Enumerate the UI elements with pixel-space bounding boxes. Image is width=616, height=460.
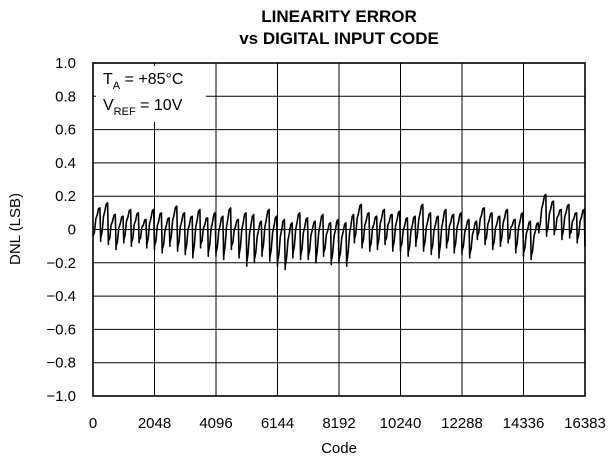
y-axis-label: DNL (LSB) [7, 193, 24, 265]
y-tick-label: 0 [68, 222, 76, 239]
annotation-vref: VREF = 10V [103, 97, 183, 118]
annotation-ta: TA = +85°C [103, 71, 183, 92]
y-tick-label: 0.6 [55, 122, 76, 139]
x-tick-label: 0 [89, 415, 97, 432]
y-tick-label: −0.2 [46, 255, 76, 272]
y-tick-label: −0.4 [46, 288, 76, 305]
y-tick-label: −0.8 [46, 355, 76, 372]
x-tick-label: 12288 [441, 415, 483, 432]
y-tick-label: −0.6 [46, 321, 76, 338]
x-tick-label: 10240 [380, 415, 422, 432]
series-group [92, 193, 586, 271]
x-axis-label: Code [321, 440, 357, 457]
x-tick-label: 14336 [503, 415, 545, 432]
y-tick-label: 0.2 [55, 188, 76, 205]
x-tick-label: 6144 [261, 415, 294, 432]
y-tick-label: 0.4 [55, 155, 76, 172]
x-tick-label: 8192 [322, 415, 355, 432]
y-tick-label: 0.8 [55, 88, 76, 105]
y-tick-labels: 1.0 0.8 0.6 0.4 0.2 0 −0.2 −0.4 −0.6 −0.8 −1.0 [46, 55, 76, 405]
plot-frame [92, 62, 586, 397]
chart-title-line1: LINEARITY ERROR [261, 7, 417, 26]
x-tick-labels: 0 2048 4096 6144 8192 10240 12288 14336 16383 [89, 415, 606, 432]
dnl-series-line [92, 193, 586, 271]
y-tick-label: 1.0 [55, 55, 76, 72]
x-tick-label: 4096 [199, 415, 232, 432]
x-tick-label: 16383 [564, 415, 606, 432]
x-tick-label: 2048 [138, 415, 171, 432]
chart-title-line2: vs DIGITAL INPUT CODE [239, 29, 439, 48]
annotation-box [96, 66, 206, 122]
y-tick-label: −1.0 [46, 388, 76, 405]
